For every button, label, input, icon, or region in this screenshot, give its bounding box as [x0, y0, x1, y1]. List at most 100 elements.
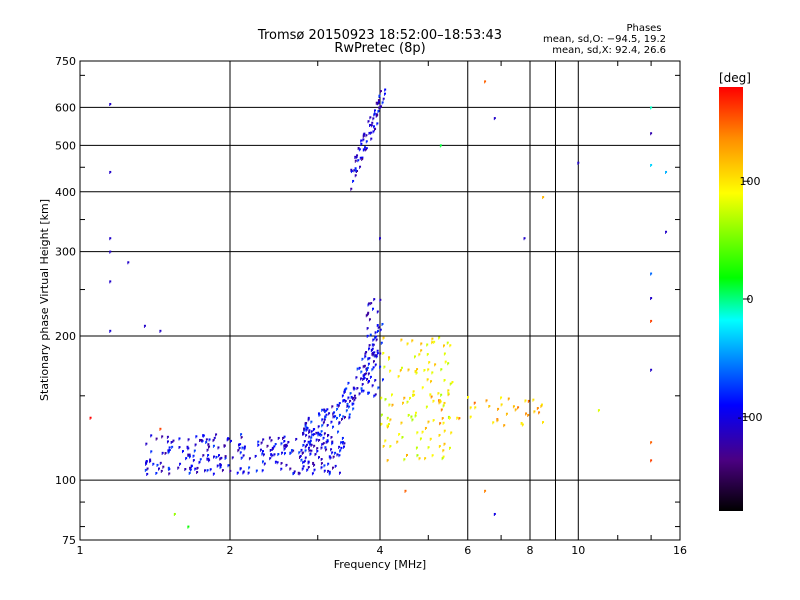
echo-point: [354, 169, 357, 173]
x-tick-label: 10: [571, 544, 585, 557]
echo-point: [391, 393, 394, 397]
echo-point: [474, 406, 477, 410]
echo-point: [414, 414, 417, 418]
echo-point: [342, 415, 345, 419]
echo-point: [525, 412, 528, 416]
y-tick-labels: 75 100 200 300 400 500 600 750: [55, 55, 76, 547]
echo-point: [368, 131, 371, 135]
echo-point: [366, 377, 369, 381]
echo-point: [240, 456, 243, 460]
echo-point: [146, 472, 149, 476]
echo-point: [318, 439, 321, 443]
echo-point: [440, 368, 443, 372]
echo-point: [360, 139, 363, 143]
y-tick-label: 75: [62, 534, 76, 547]
echo-point: [432, 419, 435, 423]
echo-point: [362, 148, 365, 152]
echo-point: [178, 446, 181, 450]
echo-point: [527, 399, 530, 403]
echo-point: [307, 416, 310, 420]
echo-point: [389, 418, 392, 422]
echo-point: [342, 440, 345, 444]
echo-point: [357, 159, 360, 163]
echo-point: [237, 449, 240, 453]
echo-point: [425, 405, 428, 409]
echo-point: [500, 403, 503, 407]
echo-point: [160, 469, 163, 473]
echo-point: [376, 349, 379, 353]
echo-point: [349, 392, 352, 396]
echo-point: [298, 451, 301, 455]
y-tick-label: 400: [55, 186, 76, 199]
echo-point: [340, 441, 343, 445]
echo-point: [429, 437, 432, 441]
echo-point: [302, 443, 305, 447]
echo-point: [303, 460, 306, 464]
echo-point: [326, 424, 329, 428]
echo-point: [195, 435, 198, 439]
echo-point: [343, 390, 346, 394]
echo-point: [277, 453, 280, 457]
echo-point: [330, 436, 333, 440]
echo-point: [257, 443, 260, 447]
echo-point: [215, 433, 218, 437]
echo-point: [266, 444, 269, 448]
echo-point: [243, 445, 246, 449]
echo-point: [497, 407, 500, 411]
echo-point: [313, 433, 316, 437]
echo-point: [161, 451, 164, 455]
echo-point: [146, 467, 149, 471]
echo-point: [370, 124, 373, 128]
echo-point: [166, 435, 169, 439]
echo-point: [492, 421, 495, 425]
echo-point: [373, 112, 376, 116]
echo-point: [305, 443, 308, 447]
echo-point: [181, 450, 184, 454]
echo-point: [456, 416, 459, 420]
echo-point: [277, 436, 280, 440]
echo-point: [441, 457, 444, 461]
echo-point: [370, 137, 373, 141]
echo-point: [348, 405, 351, 409]
echo-point: [156, 463, 159, 467]
echo-point: [155, 437, 158, 441]
echo-point: [538, 411, 541, 415]
echo-point: [444, 360, 447, 364]
echo-point: [449, 344, 452, 348]
echo-point: [512, 405, 515, 409]
echo-point: [409, 396, 412, 400]
echo-point: [363, 132, 366, 136]
echo-point: [371, 352, 374, 356]
echo-point: [305, 421, 308, 425]
echo-point: [389, 445, 392, 449]
echo-point: [650, 132, 653, 136]
echo-point: [270, 439, 273, 443]
echo-point: [357, 147, 360, 151]
echo-point: [440, 408, 443, 412]
echo-point: [380, 105, 383, 109]
echo-point: [310, 443, 313, 447]
echo-point: [373, 336, 376, 340]
echo-point: [416, 368, 419, 372]
echo-point: [665, 170, 668, 174]
echo-point: [273, 453, 276, 457]
echo-point: [536, 407, 539, 411]
echo-point: [177, 466, 180, 470]
echo-point: [396, 440, 399, 444]
echo-point: [350, 187, 353, 191]
y-tick-label: 300: [55, 246, 76, 259]
echo-point: [259, 448, 262, 452]
echo-point: [254, 454, 257, 458]
echo-point: [336, 453, 339, 457]
echo-point: [337, 404, 340, 408]
echo-point: [303, 440, 306, 444]
echo-point: [188, 455, 191, 459]
echo-point: [293, 470, 296, 474]
echo-point: [353, 398, 356, 402]
echo-point: [314, 453, 317, 457]
echo-point: [313, 468, 316, 472]
echo-point: [384, 439, 387, 443]
echo-point: [360, 142, 363, 146]
echo-point: [257, 440, 260, 444]
echo-point: [247, 471, 250, 475]
